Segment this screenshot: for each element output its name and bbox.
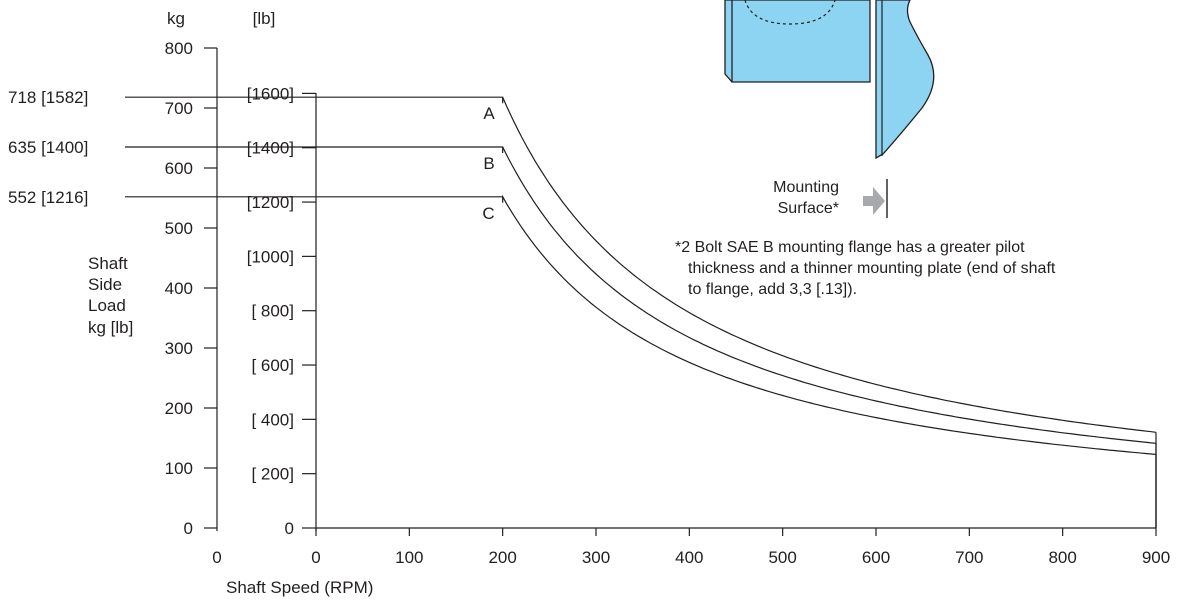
kg-tick-label: 600	[165, 159, 193, 178]
flange-pilot-hole	[744, 0, 836, 25]
series-curve-c	[316, 194, 1157, 528]
series-curve-a	[316, 96, 1157, 528]
x-tick-label: 700	[955, 548, 983, 567]
lb-tick-label: [ 200]	[251, 465, 294, 484]
flange-body	[724, 0, 871, 83]
series-curve-b	[316, 146, 1157, 528]
series-label-b: B	[483, 154, 494, 173]
kg-tick-label: 700	[165, 99, 193, 118]
series-curves: A B C	[316, 96, 1157, 528]
x-axis-title: Shaft Speed (RPM)	[226, 578, 373, 597]
x-tick-label: 0	[311, 548, 320, 567]
x-tick-label: 300	[582, 548, 610, 567]
ref-label: 635 [1400]	[8, 138, 88, 157]
lb-tick-label: [ 400]	[251, 410, 294, 429]
series-label-a: A	[483, 104, 495, 123]
kg-tick-label: 800	[165, 39, 193, 58]
lb-tick-label: [1000]	[247, 247, 294, 266]
kg-tick-label: 400	[165, 279, 193, 298]
footnote-line3: to flange, add 3,3 [.13]).	[688, 281, 857, 298]
footnote-line2: thickness and a thinner mounting plate (…	[688, 260, 1056, 277]
lb-tick-label: [1600]	[247, 84, 294, 103]
x-tick-label: 800	[1048, 548, 1076, 567]
lb-tick-label: 0	[285, 519, 294, 538]
x-tick-label: 100	[395, 548, 423, 567]
flange-diagram: Mounting Surface*	[724, 0, 935, 218]
series-label-c: C	[482, 204, 494, 223]
y-axis-title-line3: Load	[88, 296, 126, 315]
kg-axis-ticks: 0 100 200 300 400 500 600 700 800	[165, 39, 217, 538]
kg-tick-label: 500	[165, 219, 193, 238]
footnote-line1: *2 Bolt SAE B mounting flange has a grea…	[675, 239, 1025, 256]
y-axis-title-line4: kg [lb]	[88, 318, 133, 337]
lb-tick-label: [1400]	[247, 139, 294, 158]
y-axis-title-line2: Side	[88, 275, 122, 294]
lb-axis-ticks: 0 [ 200] [ 400] [ 600] [ 800] [1000] [1200] [14…	[247, 84, 316, 538]
kg-tick-label: 100	[165, 459, 193, 478]
x-tick-label: 600	[862, 548, 890, 567]
ref-label: 552 [1216]	[8, 188, 88, 207]
x-tick-label: 900	[1142, 548, 1170, 567]
axes: kg [lb] 0 Shaft Speed (RPM) Shaft Side L…	[88, 9, 1156, 597]
lb-tick-label: [ 600]	[251, 356, 294, 375]
x-tick-label: 500	[768, 548, 796, 567]
mounting-arrow-icon	[863, 187, 885, 215]
footnote: *2 Bolt SAE B mounting flange has a grea…	[675, 239, 1056, 298]
x-tick-label: 200	[488, 548, 516, 567]
reference-lines: 718 [1582] 635 [1400] 552 [1216]	[8, 88, 316, 207]
mounting-label-line1: Mounting	[773, 179, 839, 196]
kg-axis-origin-label: 0	[212, 548, 221, 567]
lb-tick-label: [ 800]	[251, 302, 294, 321]
lb-tick-label: [1200]	[247, 193, 294, 212]
kg-tick-label: 300	[165, 339, 193, 358]
lb-axis-unit: [lb]	[253, 9, 276, 28]
kg-tick-label: 200	[165, 399, 193, 418]
y-axis-title-line1: Shaft	[88, 254, 128, 273]
kg-axis-unit: kg	[167, 9, 185, 28]
ref-label: 718 [1582]	[8, 88, 88, 107]
mounting-label-line2: Surface*	[778, 200, 839, 217]
flange-plate	[875, 0, 935, 160]
x-axis-ticks: 0 100 200 300 400 500 600 700 800 900	[311, 528, 1170, 567]
kg-tick-label: 0	[184, 519, 193, 538]
x-tick-label: 400	[675, 548, 703, 567]
